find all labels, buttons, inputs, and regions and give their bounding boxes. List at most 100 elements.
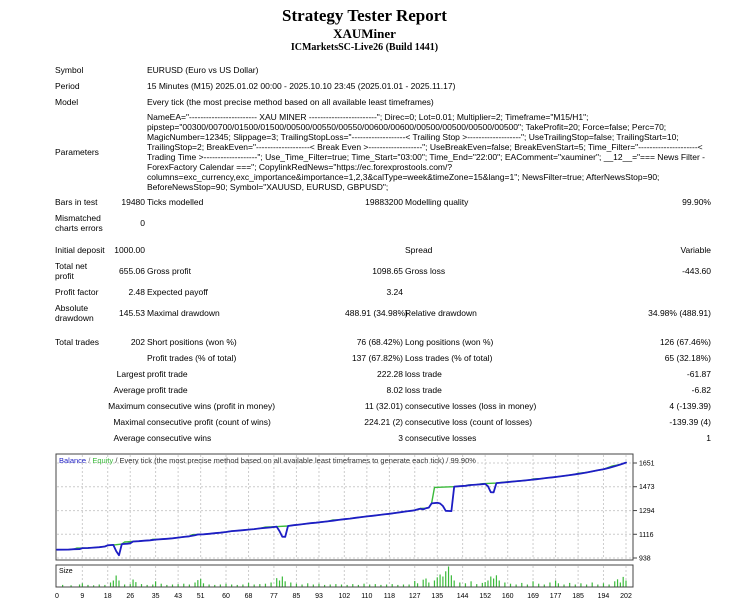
stat-label: consecutive losses — [405, 432, 477, 443]
svg-text:93: 93 — [315, 593, 323, 600]
stat-label: profit trade — [147, 368, 188, 379]
stat-value: 19480 — [121, 196, 145, 207]
stat-value: 1 — [706, 432, 711, 443]
svg-text:160: 160 — [502, 593, 514, 600]
stat-label: loss trade — [405, 384, 442, 395]
svg-text:152: 152 — [479, 593, 491, 600]
stat-label: consecutive profit (count of wins) — [147, 416, 271, 427]
svg-text:77: 77 — [270, 593, 278, 600]
stat-label: Maximum — [108, 400, 145, 411]
stat-value: 222.28 — [377, 368, 403, 379]
row-period: Period 15 Minutes (M15) 2025.01.02 00:00… — [55, 78, 711, 94]
parameters-label: Parameters — [55, 146, 99, 157]
row-largest-trade: Largest profit trade 222.28 loss trade -… — [55, 366, 711, 382]
stat-value: 1000.00 — [114, 244, 145, 255]
stat-label: Long positions (won %) — [405, 336, 494, 347]
stat-value: -443.60 — [682, 265, 711, 276]
stat-value: 1098.65 — [372, 265, 403, 276]
svg-text:0: 0 — [55, 593, 59, 600]
svg-text:51: 51 — [197, 593, 205, 600]
stat-label: Relative drawdown — [405, 307, 477, 318]
row-average-trade: Average profit trade 8.02 loss trade -6.… — [55, 382, 711, 398]
stat-value: Variable — [680, 244, 711, 255]
server-build: ICMarketsSC-Live26 (Build 1441) — [290, 42, 439, 54]
stat-value: 3.24 — [386, 286, 403, 297]
stat-label: consecutive wins — [147, 432, 212, 443]
svg-text:118: 118 — [384, 593, 395, 600]
svg-text:127: 127 — [409, 593, 421, 600]
stat-label: consecutive loss (count of losses) — [405, 416, 533, 427]
stat-label: Bars in test — [55, 196, 98, 207]
row-maximal-consecutive: Maximal consecutive profit (count of win… — [55, 414, 711, 430]
stat-value: 145.53 — [119, 307, 145, 318]
stat-value: -139.39 (4) — [669, 416, 711, 427]
row-model: Model Every tick (the most precise metho… — [55, 94, 711, 110]
row-total-net-profit: Total net profit 655.06 Gross profit 109… — [55, 258, 711, 284]
period-value: 15 Minutes (M15) 2025.01.02 00:00 - 2025… — [147, 80, 456, 91]
stat-label: Loss trades (% of total) — [405, 352, 493, 363]
stat-label: Total trades — [55, 336, 99, 347]
stat-label: Absolute drawdown — [55, 302, 94, 323]
period-label: Period — [55, 80, 80, 91]
stat-label: Gross loss — [405, 265, 446, 276]
svg-text:185: 185 — [572, 593, 584, 600]
stat-value: -61.87 — [686, 368, 711, 379]
row-average-consecutive: Average consecutive wins 3 consecutive l… — [55, 430, 711, 446]
svg-text:1473: 1473 — [639, 484, 655, 491]
balance-equity-chart: 0 9 18 26 35 43 51 60 68 77 85 93 102 110 118 127 135 144… — [55, 452, 729, 602]
stat-value: 8.02 — [386, 384, 403, 395]
svg-text:85: 85 — [293, 593, 301, 600]
stat-label: Average — [113, 432, 145, 443]
row-parameters: Parameters NameEA="---------------------… — [55, 110, 711, 194]
stat-label: Total net profit — [55, 260, 88, 281]
stat-value: 76 (68.42%) — [356, 336, 403, 347]
page-title: Strategy Tester Report — [282, 6, 447, 25]
svg-text:9: 9 — [80, 593, 84, 600]
svg-text:1651: 1651 — [639, 461, 655, 468]
stat-label: Maximal drawdown — [147, 307, 220, 318]
row-symbol: Symbol EURUSD (Euro vs US Dollar) — [55, 62, 711, 78]
svg-text:1294: 1294 — [639, 508, 655, 515]
stat-label: profit trade — [147, 384, 188, 395]
row-total-trades: Total trades 202 Short positions (won %)… — [55, 334, 711, 350]
row-profit-factor: Profit factor 2.48 Expected payoff 3.24 — [55, 284, 711, 300]
symbol-value: EURUSD (Euro vs US Dollar) — [147, 64, 259, 75]
stat-value: 655.06 — [119, 265, 145, 276]
stat-value: 34.98% (488.91) — [648, 307, 711, 318]
stat-label: Ticks modelled — [147, 196, 204, 207]
stat-value: 99.90% — [682, 196, 711, 207]
stat-label: consecutive wins (profit in money) — [147, 400, 276, 411]
stat-label: consecutive losses (loss in money) — [405, 400, 537, 411]
svg-text:60: 60 — [222, 593, 230, 600]
svg-text:177: 177 — [550, 593, 562, 600]
svg-text:194: 194 — [598, 593, 610, 600]
svg-text:43: 43 — [174, 593, 182, 600]
stat-label: Largest — [116, 368, 145, 379]
svg-text:1116: 1116 — [639, 532, 654, 539]
stat-value: 202 — [130, 336, 145, 347]
svg-text:144: 144 — [457, 593, 469, 600]
tester-chart: 0 9 18 26 35 43 51 60 68 77 85 93 102 110 118 127 135 144… — [55, 453, 655, 600]
row-profit-trades: Profit trades (% of total) 137 (67.82%) … — [55, 350, 711, 366]
stat-value: 224.21 (2) — [364, 416, 403, 427]
row-maximum-consecutive: Maximum consecutive wins (profit in mone… — [55, 398, 711, 414]
stat-value: 19883200 — [365, 196, 403, 207]
stat-value: -6.82 — [691, 384, 711, 395]
report-header: Strategy Tester Report XAUMiner ICMarket… — [0, 0, 729, 54]
stat-value: 126 (67.46%) — [659, 336, 711, 347]
stat-label: loss trade — [405, 368, 442, 379]
stat-label: Gross profit — [147, 265, 191, 276]
svg-text:110: 110 — [361, 593, 372, 600]
stat-label: Maximal — [113, 416, 145, 427]
stat-label: Mismatched charts errors — [55, 212, 103, 233]
svg-text:202: 202 — [620, 593, 632, 600]
stat-value: 4 (-139.39) — [669, 400, 711, 411]
report-table: Symbol EURUSD (Euro vs US Dollar) Period… — [55, 62, 711, 446]
stat-value: 65 (32.18%) — [664, 352, 711, 363]
svg-text:102: 102 — [338, 593, 350, 600]
svg-text:135: 135 — [431, 593, 443, 600]
svg-text:Size: Size — [59, 568, 73, 575]
symbol-label: Symbol — [55, 64, 84, 75]
svg-text:68: 68 — [245, 593, 253, 600]
